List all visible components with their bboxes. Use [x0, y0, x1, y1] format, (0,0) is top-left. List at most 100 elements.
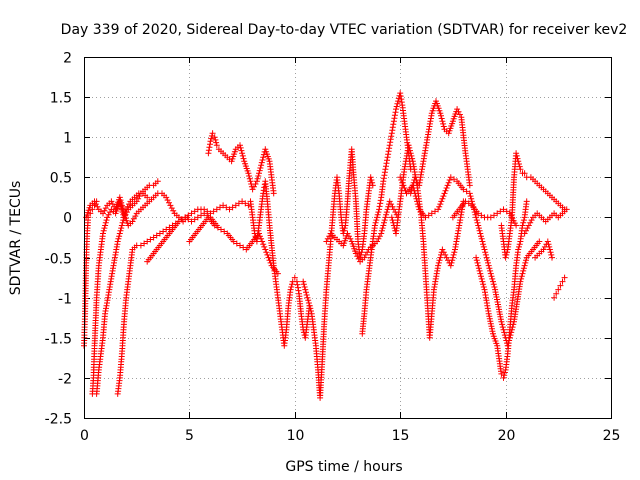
- data-point: [101, 225, 108, 232]
- data-point: [451, 176, 457, 183]
- data-point: [389, 203, 396, 210]
- data-point: [479, 238, 486, 245]
- data-point: [432, 208, 438, 215]
- data-point: [410, 185, 417, 191]
- data-point: [415, 203, 422, 210]
- data-point: [213, 139, 220, 146]
- data-point: [523, 257, 529, 264]
- data-point: [264, 251, 271, 258]
- data-point: [402, 187, 409, 194]
- data-point: [469, 201, 476, 208]
- data-point: [144, 238, 151, 245]
- data-point: [185, 212, 192, 219]
- data-point: [191, 216, 198, 223]
- data-point: [557, 282, 564, 289]
- data-point: [362, 251, 369, 258]
- data-point: [208, 135, 215, 142]
- data-point: [303, 292, 310, 298]
- data-point: [386, 145, 393, 152]
- data-point: [198, 212, 204, 219]
- data-point: [108, 198, 115, 205]
- x-tick-label: 15: [392, 428, 410, 444]
- y-tick-label: 1.5: [50, 91, 72, 107]
- data-point: [555, 286, 562, 293]
- data-point: [117, 197, 124, 204]
- data-point: [378, 227, 385, 234]
- data-point: [305, 300, 312, 306]
- data-point: [475, 210, 482, 217]
- data-point: [460, 186, 467, 193]
- data-point: [182, 214, 189, 221]
- data-point: [117, 227, 124, 234]
- data-point: [154, 178, 161, 185]
- data-point: [388, 214, 395, 221]
- data-point: [100, 227, 107, 234]
- data-point: [439, 118, 446, 125]
- data-point: [103, 217, 110, 224]
- data-point: [163, 194, 170, 201]
- data-point: [412, 193, 419, 200]
- data-point: [484, 257, 491, 264]
- data-point: [559, 278, 566, 285]
- data-point: [288, 284, 295, 290]
- data-point: [256, 167, 263, 174]
- data-point: [399, 179, 406, 186]
- data-point: [563, 206, 570, 213]
- data-point: [367, 174, 374, 181]
- data-point: [147, 236, 154, 243]
- data-point: [487, 270, 494, 277]
- data-point: [207, 210, 214, 217]
- data-point: [546, 243, 553, 250]
- data-point: [474, 219, 481, 226]
- data-point: [478, 275, 485, 282]
- data-point: [371, 222, 378, 229]
- data-point: [258, 162, 265, 169]
- data-point: [475, 262, 482, 269]
- data-point: [463, 188, 470, 195]
- data-point: [355, 255, 362, 262]
- data-point: [259, 157, 266, 163]
- data-point: [107, 209, 113, 216]
- data-point: [478, 273, 484, 280]
- x-tick-label: 20: [498, 428, 516, 444]
- data-point: [513, 222, 520, 229]
- data-point: [503, 208, 510, 215]
- data-point: [546, 246, 553, 253]
- data-point: [476, 267, 483, 274]
- data-point: [213, 206, 220, 213]
- data-point: [443, 254, 450, 261]
- data-point: [436, 257, 443, 264]
- data-point: [135, 195, 142, 202]
- data-point: [221, 228, 228, 235]
- data-point: [201, 206, 208, 213]
- data-point: [489, 275, 496, 282]
- data-point: [476, 227, 483, 234]
- data-point: [487, 214, 494, 221]
- data-point: [407, 150, 414, 157]
- data-point: [255, 173, 262, 179]
- data-point: [380, 222, 387, 229]
- data-point: [450, 251, 457, 258]
- data-point: [102, 205, 109, 212]
- data-point: [233, 240, 240, 247]
- data-point: [513, 150, 520, 157]
- data-point: [390, 121, 397, 128]
- data-point: [491, 212, 497, 219]
- data-point: [435, 206, 442, 213]
- data-point: [442, 251, 449, 258]
- y-axis-label: SDTVAR / TECUs: [8, 181, 24, 296]
- plot-frame: [84, 57, 612, 419]
- chart-title: Day 339 of 2020, Sidereal Day-to-day VTE…: [61, 22, 628, 38]
- data-point: [211, 134, 218, 141]
- data-point: [494, 210, 501, 217]
- data-point: [373, 217, 380, 224]
- data-point: [446, 177, 453, 183]
- data-point: [545, 241, 552, 248]
- data-point: [518, 273, 525, 280]
- data-point: [261, 243, 268, 250]
- y-tick-label: -0.5: [45, 252, 72, 268]
- data-point: [439, 246, 446, 253]
- data-point: [522, 259, 529, 266]
- data-point: [153, 232, 160, 239]
- data-point: [518, 275, 525, 282]
